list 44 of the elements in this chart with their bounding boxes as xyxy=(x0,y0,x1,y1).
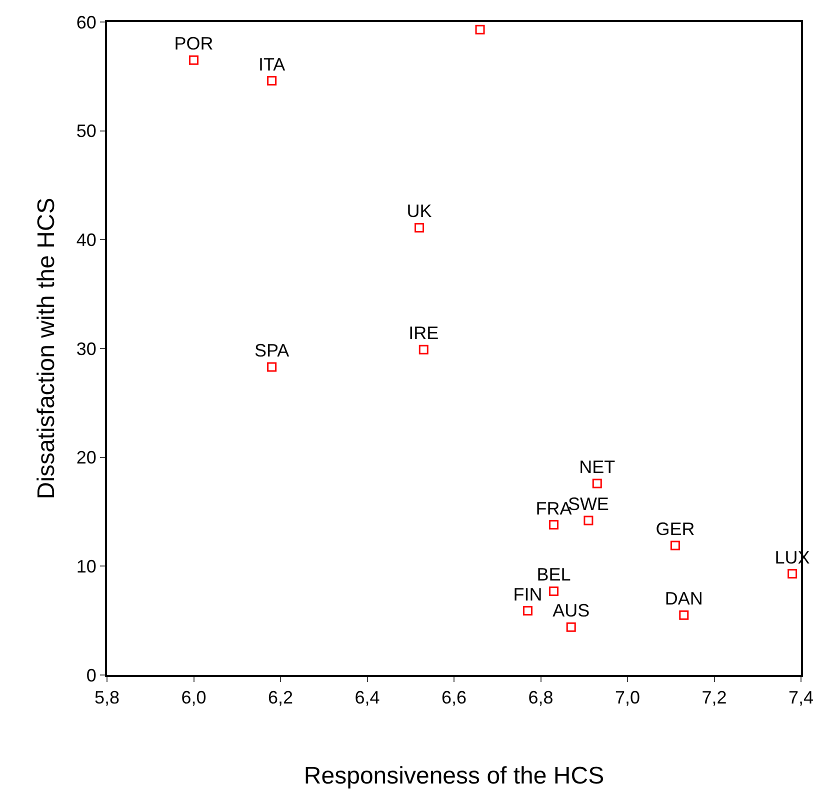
x-tick-label: 7,4 xyxy=(788,688,814,708)
point xyxy=(592,478,602,488)
x-tick-label: 6,8 xyxy=(528,688,554,708)
point xyxy=(189,55,198,65)
data-label: DAN xyxy=(664,588,703,609)
data-label: GER xyxy=(656,518,695,539)
y-tick-label: 60 xyxy=(76,12,96,32)
data-label: ITA xyxy=(258,54,286,74)
y-tick-label: 40 xyxy=(76,230,96,250)
data-label: IRE xyxy=(408,323,439,344)
x-tick-label: 6,0 xyxy=(181,688,206,708)
data-label: UK xyxy=(406,201,432,222)
y-tick-label: 20 xyxy=(76,448,96,468)
y-axis-title: Dissatisfaction with the HCS xyxy=(32,198,60,500)
point xyxy=(267,362,277,372)
x-tick-label: 6,4 xyxy=(354,688,380,708)
point xyxy=(549,520,559,530)
point xyxy=(670,540,680,550)
y-tick-label: 50 xyxy=(76,121,96,142)
data-label: POR xyxy=(174,34,214,54)
point xyxy=(566,622,576,632)
point xyxy=(418,344,428,354)
data-label: SPA xyxy=(254,340,290,360)
point xyxy=(414,222,424,232)
x-tick-label: 6,2 xyxy=(268,688,294,708)
x-tick-label: 6,6 xyxy=(441,688,467,708)
data-label: FIN xyxy=(513,584,542,604)
y-tick-label: 30 xyxy=(76,338,96,359)
x-tick-label: 7,2 xyxy=(702,688,727,708)
point xyxy=(549,586,559,596)
x-tick-label: 7,0 xyxy=(614,688,640,708)
data-label: NET xyxy=(579,456,616,477)
x-axis-title: Responsiveness of the HCS xyxy=(304,762,604,790)
point xyxy=(584,516,594,526)
point xyxy=(679,610,689,620)
y-tick-label: 10 xyxy=(76,556,96,576)
point xyxy=(267,76,277,86)
point xyxy=(475,24,485,34)
point xyxy=(522,606,532,616)
y-tick-label: 0 xyxy=(86,665,96,686)
x-tick-label: 5,8 xyxy=(94,688,120,708)
data-label: BEL xyxy=(536,564,571,585)
data-label: AUS xyxy=(552,600,590,621)
point xyxy=(788,569,798,579)
